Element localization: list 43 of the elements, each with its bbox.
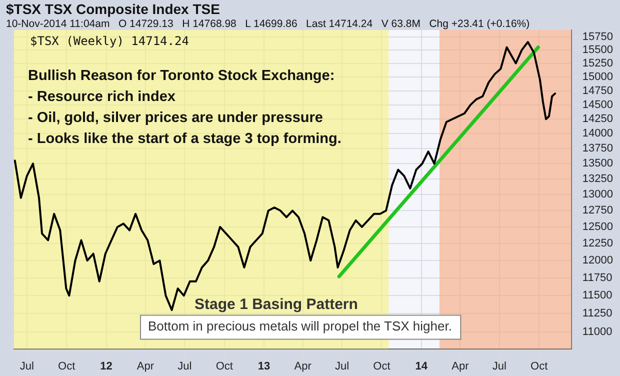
y-tick-label: 14750	[582, 84, 614, 97]
chart-subtitle: 10-Nov-2014 11:04am O 14729.13 H 14768.98 L 14699.86 Last 14714.24 V 63.8M Chg +23.41 (+0.16%)	[6, 18, 530, 30]
annotation: Bullish Reason for Toronto Stock Exchange:	[28, 68, 335, 84]
y-tick-label: 13250	[582, 173, 614, 186]
y-tick-label: 12500	[582, 221, 614, 233]
annotation: - Oil, gold, silver prices are under pressure	[28, 110, 323, 126]
y-tick-label: 13000	[582, 188, 614, 201]
chart-title: $TSX TSX Composite Index TSE	[6, 1, 220, 17]
x-tick-label: Oct	[58, 360, 76, 372]
y-tick-label: 13500	[582, 158, 614, 170]
x-tick-label: Jul	[335, 360, 350, 372]
x-tick-label: 12	[100, 360, 112, 372]
annotation: - Looks like the start of a stage 3 top forming.	[28, 131, 342, 147]
x-tick-label: Jul	[20, 360, 34, 372]
y-tick-label: 11000	[582, 326, 612, 338]
y-tick-label: 12250	[582, 238, 614, 250]
x-tick-label: Oct	[373, 360, 390, 372]
y-tick-label: 14000	[582, 128, 614, 140]
band-label: Stage 1 Basing Pattern	[194, 296, 358, 313]
annotation: - Resource rich index	[28, 89, 176, 105]
x-tick-label: Jul	[178, 360, 192, 372]
annotation: $TSX (Weekly) 14714.24	[30, 34, 189, 48]
y-tick-label: 11750	[582, 272, 612, 284]
y-tick-label: 15000	[582, 70, 614, 83]
y-tick-label: 12000	[582, 254, 614, 267]
x-tick-label: 14	[415, 360, 428, 372]
x-tick-label: Apr	[452, 360, 470, 372]
y-tick-label: 11500	[582, 290, 612, 302]
y-tick-label: 15500	[582, 44, 614, 56]
y-tick-label: 11250	[582, 308, 612, 320]
y-tick-label: 12750	[582, 204, 614, 217]
x-tick-label: Apr	[136, 360, 154, 372]
y-tick-label: 14500	[582, 98, 614, 111]
y-tick-label: 13750	[582, 142, 614, 155]
x-tick-label: Jul	[492, 360, 506, 372]
x-tick-label: Oct	[216, 360, 233, 372]
x-tick-label: 13	[258, 360, 270, 372]
y-tick-label: 15250	[582, 57, 614, 70]
x-tick-label: Oct	[530, 360, 548, 372]
annotation: Bottom in precious metals will propel the TSX higher.	[148, 318, 452, 334]
x-tick-label: Apr	[294, 360, 312, 372]
y-tick-label: 15750	[582, 30, 614, 43]
y-tick-label: 14250	[582, 113, 614, 126]
